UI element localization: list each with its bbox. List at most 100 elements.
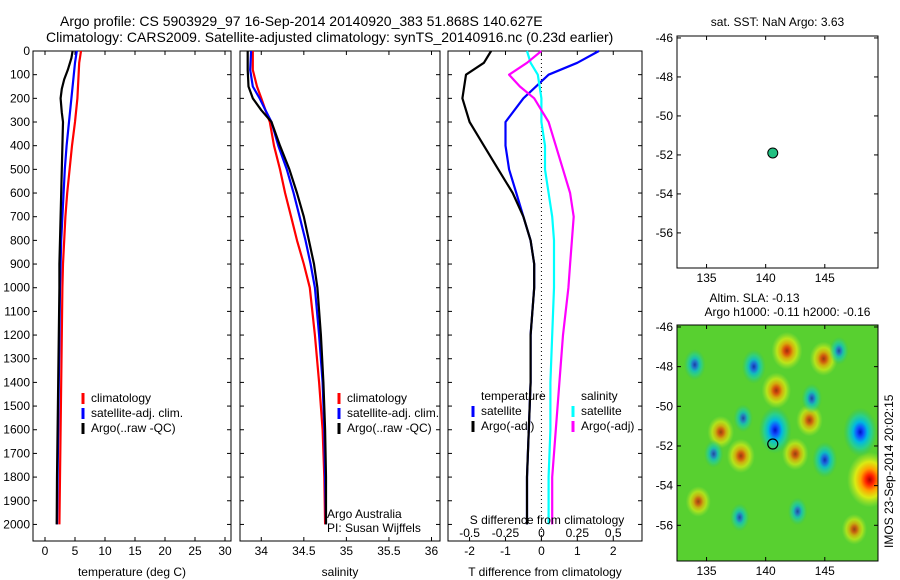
sla-low-anomaly	[683, 349, 706, 381]
x-tick-label: 25	[188, 544, 202, 558]
x-tick-label: -1	[500, 544, 511, 558]
depth-tick-label: 1100	[4, 304, 30, 318]
depth-tick-label: 1400	[3, 375, 30, 389]
x-tick-label: 5	[72, 544, 79, 558]
x-tick-label-salinity: 0	[538, 526, 545, 540]
depth-tick-label: 1700	[3, 446, 30, 460]
depth-tick-label: 1800	[3, 470, 30, 484]
depth-tick-label: 300	[10, 115, 30, 129]
sla-low-anomaly	[843, 407, 878, 457]
x-tick-label: 35	[340, 544, 354, 558]
x-tick-label: 140	[756, 271, 776, 285]
sla-high-anomaly	[761, 372, 792, 409]
legend-header: salinity	[581, 389, 618, 403]
sla-high-anomaly	[796, 403, 823, 437]
x-tick-label-salinity: -0.5	[459, 526, 480, 540]
sla-map-panel: 135 140 145 -46 -48 -50 -52 -54 -56 Altim. SLA: -…	[656, 291, 879, 578]
x-tick-label: 135	[697, 271, 717, 285]
x-tick-label: 20	[158, 544, 172, 558]
series-line	[461, 50, 536, 525]
sla-high-anomaly	[685, 486, 711, 517]
x-tick-label: 145	[815, 271, 835, 285]
depth-tick-label: 600	[10, 186, 30, 200]
sst-map-title: sat. SST: NaN Argo: 3.63	[711, 15, 845, 29]
series-line	[58, 50, 83, 525]
x-tick-label: 36	[425, 544, 439, 558]
sla-low-anomaly	[812, 441, 838, 478]
sst-map-panel: 135 140 145 -46 -48 -50 -52 -54 -56 sat. SST: NaN…	[656, 15, 879, 285]
x-tick-label-salinity: 0.25	[566, 526, 590, 540]
y-tick-label: -46	[656, 320, 674, 334]
legend-label: satellite	[581, 404, 622, 418]
x-tick-label-salinity: 0.5	[605, 526, 622, 540]
series-line	[55, 50, 74, 525]
legend-label: climatology	[347, 391, 407, 405]
depth-tick-label: 200	[10, 91, 30, 105]
annotation-text: PI: Susan Wijffels	[327, 521, 421, 535]
x-tick-label: 34.5	[292, 544, 316, 558]
y-tick-label: -52	[656, 148, 674, 162]
x-tick-label-salinity: -0.25	[492, 526, 520, 540]
legend-label: satellite	[481, 404, 522, 418]
series-line	[251, 51, 327, 525]
legend-header: temperature	[481, 389, 546, 403]
argo-location-marker	[767, 438, 779, 450]
sla-high-anomaly	[841, 513, 867, 545]
temperature-panel: 0100200300400500600700800900100011001200…	[3, 44, 232, 579]
y-tick-label: -48	[656, 70, 674, 84]
x-tick-label: 135	[697, 564, 717, 578]
depth-tick-label: 900	[10, 257, 30, 271]
sla-low-anomaly	[801, 383, 823, 414]
sla-low-anomaly	[787, 497, 808, 526]
legend-label: satellite-adj. clim.	[91, 406, 183, 420]
sla-high-anomaly	[781, 437, 809, 471]
sla-map-box	[676, 324, 879, 562]
x-axis-label-top: S difference from climatology	[470, 513, 625, 527]
y-tick-label: -54	[656, 187, 674, 201]
y-tick-label: -50	[656, 109, 674, 123]
sla-low-anomaly	[729, 503, 750, 532]
salinity-panel: 34 34.5 35 35.5 36 salinity climatologysatelli…	[239, 50, 441, 579]
series-line	[525, 50, 556, 525]
depth-tick-label: 1500	[3, 399, 30, 413]
x-tick-label: 34	[255, 544, 269, 558]
legend-label: Argo(-adj)	[481, 419, 534, 433]
temperature-axes-box	[32, 50, 232, 542]
y-tick-label: -48	[656, 360, 674, 374]
x-tick-label: -2	[464, 544, 475, 558]
y-tick-label: -56	[656, 226, 674, 240]
depth-tick-label: 700	[10, 210, 30, 224]
title-line-2: Climatology: CARS2009. Satellite-adjuste…	[46, 29, 613, 45]
x-axis-label: T difference from climatology	[468, 565, 622, 579]
depth-tick-label: 800	[10, 233, 30, 247]
x-tick-label: 35.5	[377, 544, 401, 558]
legend-label: Argo(..raw -QC)	[91, 421, 176, 435]
legend-label: satellite-adj. clim.	[347, 406, 439, 420]
sla-field	[677, 325, 878, 561]
series-line	[246, 51, 328, 525]
x-tick-label: 145	[815, 564, 835, 578]
x-tick-label: 1	[574, 544, 581, 558]
sla-low-anomaly	[829, 336, 849, 365]
legend-label: Argo(..raw -QC)	[347, 421, 432, 435]
argo-location-marker	[767, 147, 779, 159]
series-line	[508, 50, 575, 525]
x-tick-label: 15	[128, 544, 142, 558]
sla-low-anomaly	[703, 439, 724, 468]
legend-label: climatology	[91, 391, 151, 405]
x-tick-label: 140	[756, 564, 776, 578]
plots: 0100200300400500600700800900100011001200…	[3, 15, 879, 579]
depth-tick-label: 1600	[3, 423, 30, 437]
y-tick-label: -54	[656, 479, 674, 493]
sla-high-anomaly	[771, 331, 803, 370]
depth-tick-label: 500	[10, 162, 30, 176]
sla-high-anomaly	[726, 438, 755, 474]
x-tick-label: 10	[98, 544, 112, 558]
title-line-1: Argo profile: CS 5903929_97 16-Sep-2014 …	[60, 13, 543, 29]
y-tick-label: -56	[656, 518, 674, 532]
y-tick-label: -52	[656, 439, 674, 453]
sla-high-anomaly	[847, 451, 878, 508]
depth-tick-label: 2000	[3, 517, 30, 531]
x-tick-label: 2	[610, 544, 617, 558]
